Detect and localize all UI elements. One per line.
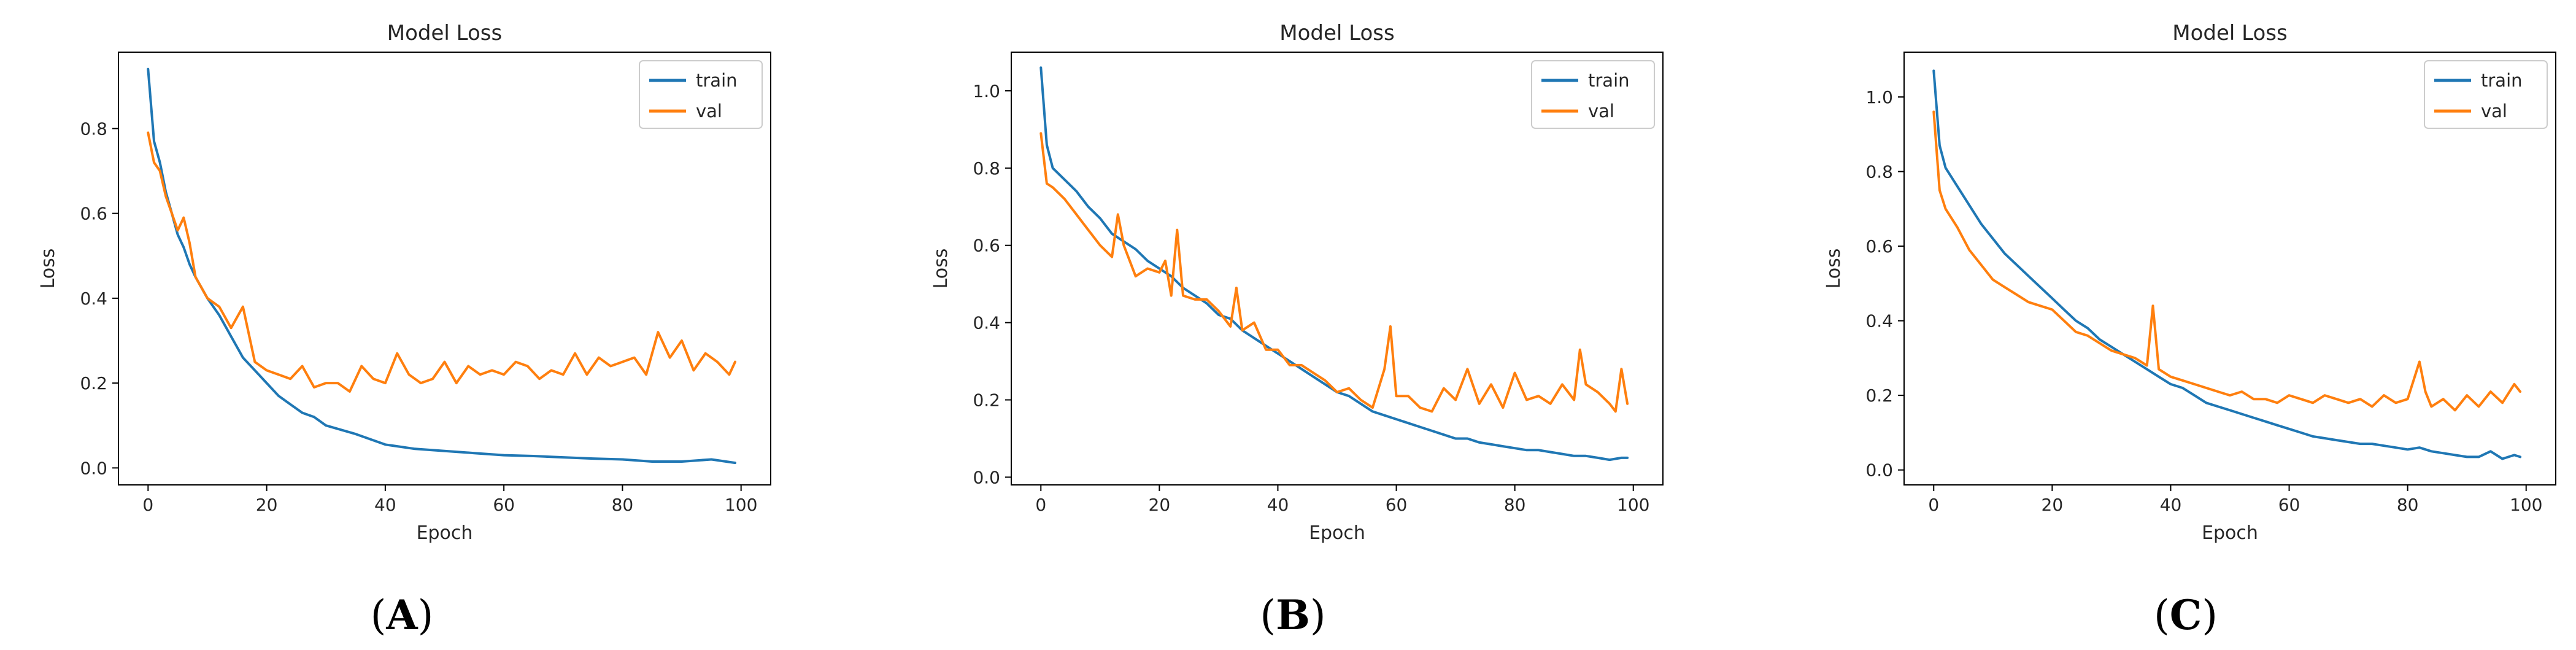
panel-B: 0 20 40 60 80 100 0.0 0.2 0.4 0.6 0.8 1.0 Model Loss… bbox=[930, 21, 1664, 639]
y-tick-label: 0.6 bbox=[973, 236, 1000, 256]
panel-caption: (A) bbox=[371, 591, 434, 639]
y-axis-label: Loss bbox=[37, 249, 59, 289]
y-tick-label: 0.4 bbox=[1865, 311, 1893, 331]
legend-label-train: train bbox=[2481, 70, 2523, 91]
y-tick-label: 0.2 bbox=[80, 373, 107, 393]
x-tick-label: 0 bbox=[1035, 495, 1046, 515]
x-tick-label: 80 bbox=[1504, 495, 1526, 515]
y-tick-label: 0.2 bbox=[973, 390, 1000, 411]
x-tick-label: 60 bbox=[1386, 495, 1408, 515]
plot-frame bbox=[118, 52, 771, 486]
panel-caption: (C) bbox=[2154, 591, 2218, 639]
x-axis-label: Epoch bbox=[1309, 522, 1365, 544]
series-line-train bbox=[1039, 66, 1629, 462]
legend-label-val: val bbox=[1588, 101, 1614, 122]
x-tick-label: 100 bbox=[725, 495, 757, 515]
y-tick-label: 0.6 bbox=[1865, 236, 1893, 257]
x-tick-label: 40 bbox=[1267, 495, 1289, 515]
panel-letter: C bbox=[2170, 591, 2202, 639]
x-tick-label: 0 bbox=[1928, 495, 1939, 515]
y-tick-label: 0.2 bbox=[1865, 385, 1893, 406]
x-tick-label: 80 bbox=[2397, 495, 2419, 515]
chart-title: Model Loss bbox=[2172, 21, 2287, 45]
legend-label-val: val bbox=[2481, 101, 2507, 122]
y-tick-label: 0.4 bbox=[80, 288, 107, 309]
panel-letter: A bbox=[385, 591, 418, 639]
x-tick-label: 100 bbox=[2510, 495, 2542, 515]
x-tick-label: 40 bbox=[374, 495, 396, 515]
y-axis-label: Loss bbox=[930, 249, 952, 289]
y-tick-label: 0.4 bbox=[973, 313, 1000, 333]
legend: train val bbox=[2424, 60, 2548, 129]
x-tick-label: 60 bbox=[493, 495, 515, 515]
x-tick-label: 20 bbox=[256, 495, 278, 515]
y-tick-label: 0.0 bbox=[1865, 460, 1893, 481]
y-tick-label: 0.8 bbox=[80, 118, 107, 139]
panel-C: 0 20 40 60 80 100 0.0 0.2 0.4 0.6 0.8 1.0 Model Loss… bbox=[1823, 21, 2556, 639]
y-tick-label: 1.0 bbox=[973, 81, 1000, 101]
y-tick-label: 0.0 bbox=[80, 458, 107, 478]
x-tick-label: 0 bbox=[142, 495, 153, 515]
x-tick-label: 100 bbox=[1617, 495, 1649, 515]
x-tick-label: 40 bbox=[2160, 495, 2182, 515]
series-line-train bbox=[1932, 69, 2522, 460]
x-axis-label: Epoch bbox=[417, 522, 473, 544]
series-line-val bbox=[147, 131, 736, 393]
panel-letter: B bbox=[1276, 591, 1310, 639]
x-tick-label: 20 bbox=[1149, 495, 1171, 515]
y-tick-label: 0.0 bbox=[973, 467, 1000, 487]
plot-frame bbox=[1011, 52, 1664, 486]
series-line-val bbox=[1039, 132, 1629, 413]
legend-label-train: train bbox=[696, 70, 738, 91]
chart-title: Model Loss bbox=[387, 21, 502, 45]
panel-caption: (B) bbox=[1260, 591, 1325, 639]
y-tick-label: 0.8 bbox=[973, 158, 1000, 179]
chart-title: Model Loss bbox=[1279, 21, 1394, 45]
x-tick-label: 80 bbox=[612, 495, 634, 515]
x-tick-label: 60 bbox=[2278, 495, 2300, 515]
x-axis-label: Epoch bbox=[2202, 522, 2258, 544]
legend: train val bbox=[1531, 60, 1655, 129]
legend-label-train: train bbox=[1588, 70, 1630, 91]
series-line-train bbox=[147, 68, 736, 465]
panel-A: 0 20 40 60 80 100 0.0 0.2 0.4 0.6 0.8 Model Loss Epo… bbox=[37, 21, 771, 639]
y-axis-label: Loss bbox=[1823, 249, 1845, 289]
series-line-val bbox=[1932, 110, 2522, 412]
y-tick-label: 1.0 bbox=[1865, 87, 1893, 107]
plot-frame bbox=[1903, 52, 2556, 486]
y-tick-label: 0.6 bbox=[80, 204, 107, 224]
y-tick-label: 0.8 bbox=[1865, 161, 1893, 182]
legend-label-val: val bbox=[696, 101, 722, 122]
legend: train val bbox=[639, 60, 763, 129]
x-tick-label: 20 bbox=[2042, 495, 2064, 515]
